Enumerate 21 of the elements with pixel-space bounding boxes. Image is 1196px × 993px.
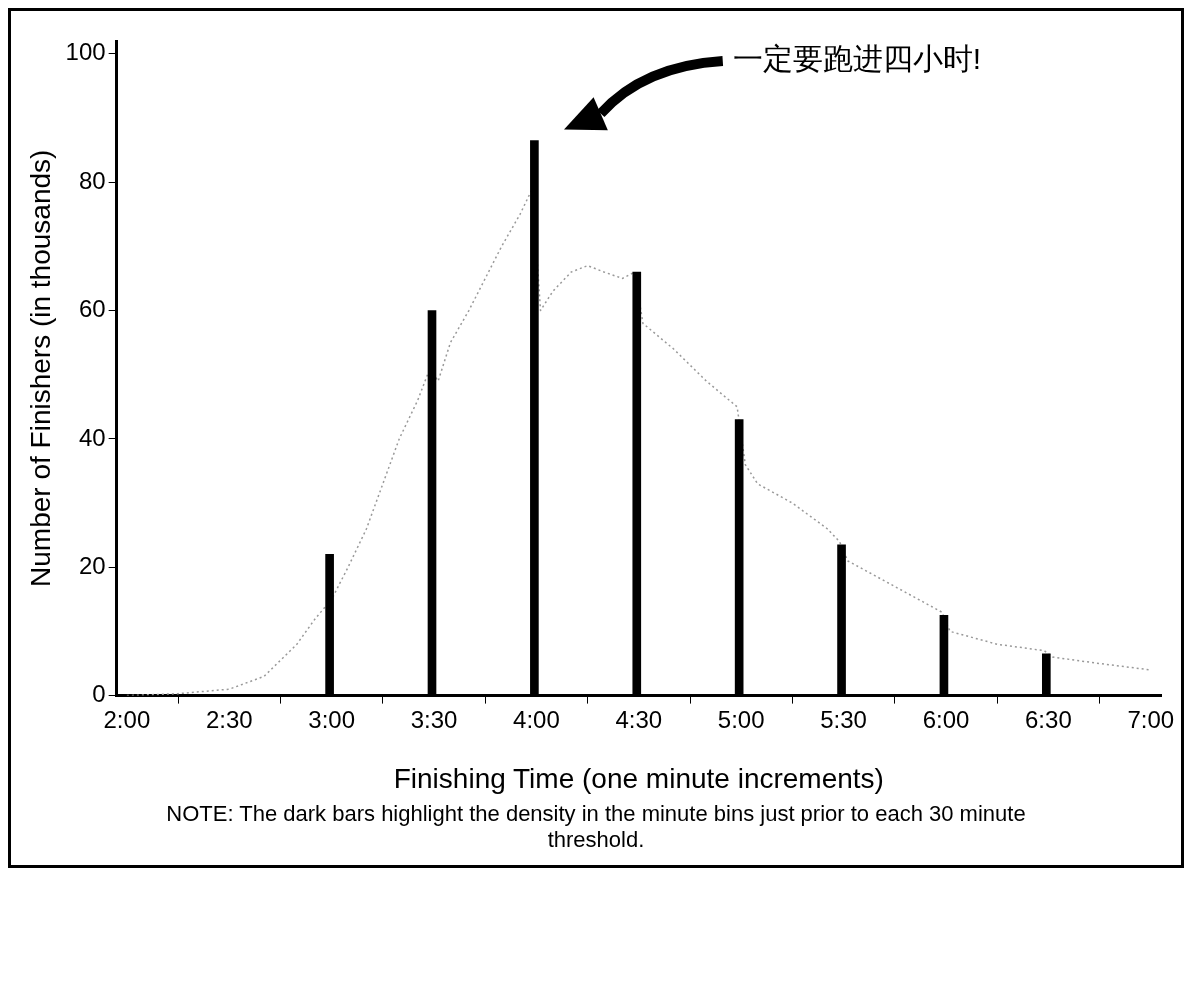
y-tick-label: 0 (92, 680, 106, 708)
x-tick-label: 7:00 (1127, 705, 1175, 733)
y-tick-label: 40 (78, 423, 106, 451)
x-tick-label: 3:30 (410, 705, 458, 733)
annotation: 一定要跑进四小时! (732, 41, 982, 75)
x-tick-label: 2:30 (205, 705, 253, 733)
x-tick-label: 6:30 (1025, 705, 1072, 733)
x-tick-label: 4:30 (615, 705, 663, 733)
y-tick-label: 20 (78, 551, 106, 579)
x-tick-label: 6:00 (922, 705, 970, 733)
x-tick-label: 5:00 (717, 705, 765, 733)
y-tick-label: 100 (65, 38, 106, 66)
y-tick-label: 60 (78, 295, 106, 323)
x-tick-label: 4:00 (513, 705, 560, 733)
y-axis-title: Number of Finishers (in thousands) (24, 149, 56, 587)
x-tick-label: 2:00 (103, 705, 151, 733)
y-tick-label: 80 (78, 166, 106, 194)
x-axis-title: Finishing Time (one minute increments) (393, 762, 884, 794)
text: NOTE: The dark bars highlight the density in the minute bins just prior to each 30 minute threshold. (165, 801, 1027, 853)
x-tick-label: 3:00 (308, 705, 356, 733)
x-tick-label: 5:30 (820, 705, 867, 733)
